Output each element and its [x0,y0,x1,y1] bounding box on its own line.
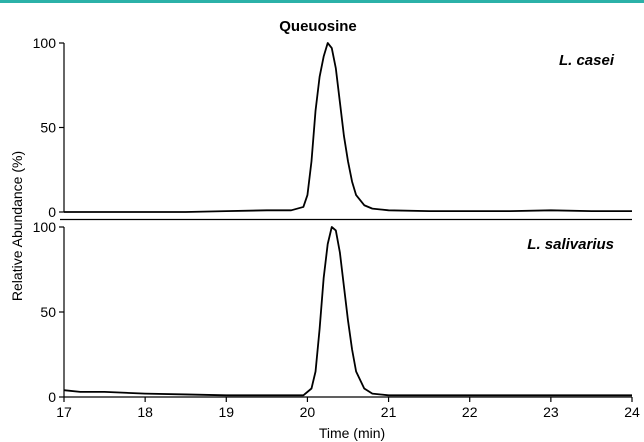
x-axis-label: Time (min) [319,425,385,441]
x-tick-label: 20 [300,404,316,420]
y-tick-label: 0 [48,204,56,220]
panel-label: L. salivarius [527,236,614,253]
panel-label: L. casei [559,52,615,69]
x-tick-label: 18 [137,404,153,420]
y-tick-label: 100 [33,35,57,51]
x-tick-label: 23 [543,404,559,420]
panel-2: 0 50 100 L. salivarius [33,219,632,405]
panels-layer: 0 50 100 L. casei 0 50 100 L. salivarius 17 18 19 2… [33,35,640,420]
top-rule [0,0,644,3]
x-tick-label: 19 [218,404,234,420]
x-tick-label: 24 [624,404,640,420]
x-tick-label: 22 [462,404,478,420]
chart-title: Queuosine [279,18,357,35]
x-tick-label: 17 [56,404,72,420]
y-tick-label: 50 [40,304,56,320]
panel-1: 0 50 100 L. casei [33,35,632,220]
trace-line [63,226,632,397]
x-tick-label: 21 [381,404,397,420]
y-tick-label: 0 [48,389,56,405]
y-axis-label: Relative Abundance (%) [9,151,25,301]
y-tick-label: 50 [40,120,56,136]
trace-line [64,42,632,213]
y-tick-label: 100 [33,219,57,235]
